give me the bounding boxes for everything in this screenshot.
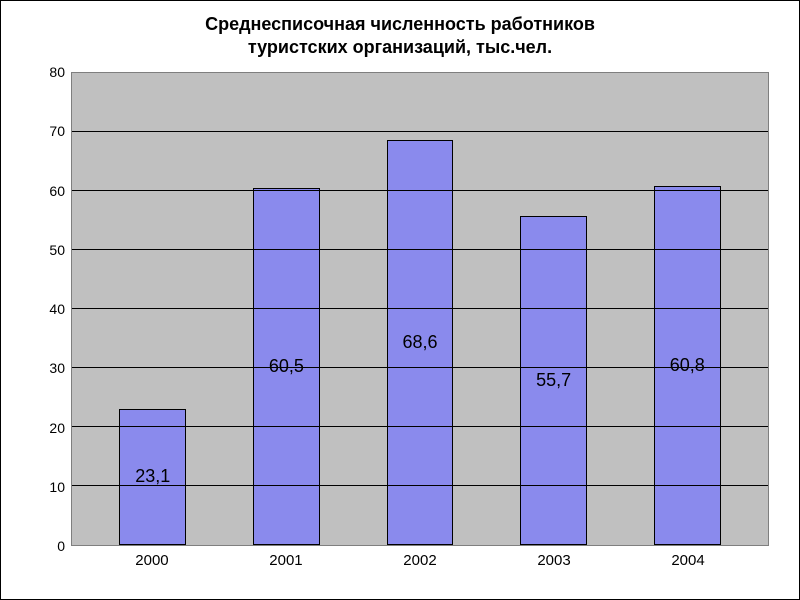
bar-slot: 23,1 [86,73,220,545]
y-tick-label: 50 [49,242,65,258]
grid-line [72,190,768,191]
chart-body: 01020304050607080 23,160,568,655,760,8 2… [31,72,769,569]
x-tick-label: 2003 [487,552,621,569]
grid-line [72,485,768,486]
y-tick-label: 70 [49,123,65,139]
x-tick-label: 2000 [85,552,219,569]
bar: 55,7 [520,216,587,545]
grid-line [72,249,768,250]
y-axis: 01020304050607080 [31,72,71,546]
y-tick-label: 20 [49,420,65,436]
bar: 60,8 [654,186,721,545]
bar-slot: 68,6 [353,73,487,545]
chart-title: Среднесписочная численность работников т… [31,13,769,58]
y-tick-label: 30 [49,360,65,376]
y-tick-label: 10 [49,479,65,495]
bars-container: 23,1 60,5 68,6 55,7 60,8 [72,73,768,545]
bar-slot: 55,7 [487,73,621,545]
grid-line [72,308,768,309]
bar-value-label: 55,7 [536,370,571,391]
y-tick-label: 40 [49,301,65,317]
y-tick-label: 80 [49,64,65,80]
bar: 23,1 [119,409,186,545]
chart-frame: Среднесписочная численность работников т… [0,0,800,600]
grid-line [72,131,768,132]
bar-value-label: 60,8 [670,355,705,376]
x-tick-label: 2004 [621,552,755,569]
y-tick-label: 0 [57,538,65,554]
plot-column: 23,1 60,5 68,6 55,7 60,8 2000200120022003200… [71,72,769,569]
x-axis: 20002001200220032004 [71,546,769,569]
bar-slot: 60,5 [220,73,354,545]
bar-slot: 60,8 [620,73,754,545]
plot-area: 23,1 60,5 68,6 55,7 60,8 [71,72,769,546]
y-tick-label: 60 [49,183,65,199]
grid-line [72,367,768,368]
x-tick-label: 2002 [353,552,487,569]
bar-value-label: 68,6 [402,332,437,353]
grid-line [72,426,768,427]
x-tick-label: 2001 [219,552,353,569]
